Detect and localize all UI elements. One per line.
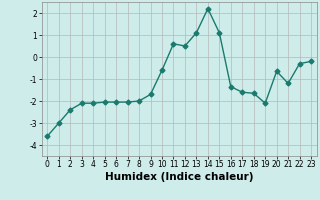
X-axis label: Humidex (Indice chaleur): Humidex (Indice chaleur) (105, 172, 253, 182)
